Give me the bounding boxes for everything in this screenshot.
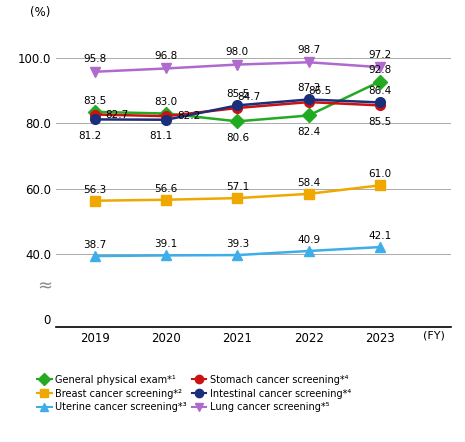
Text: 83.5: 83.5 — [83, 96, 106, 106]
Text: 80.6: 80.6 — [226, 133, 249, 143]
Text: 97.2: 97.2 — [368, 50, 392, 60]
Text: 81.2: 81.2 — [78, 131, 101, 141]
Text: 82.2: 82.2 — [177, 111, 200, 121]
Text: 87.3: 87.3 — [297, 84, 320, 93]
Text: 81.1: 81.1 — [149, 131, 172, 141]
Text: 57.1: 57.1 — [226, 182, 249, 192]
Text: 61.0: 61.0 — [368, 169, 392, 179]
Text: (FY): (FY) — [423, 331, 445, 341]
Text: 84.7: 84.7 — [237, 92, 260, 102]
Legend: General physical exam*¹, Breast cancer screening*², Uterine cancer screening*³, : General physical exam*¹, Breast cancer s… — [37, 375, 352, 412]
Text: 83.0: 83.0 — [155, 97, 178, 107]
Text: 39.1: 39.1 — [154, 239, 178, 249]
Text: 39.3: 39.3 — [226, 239, 249, 249]
Text: 56.3: 56.3 — [83, 185, 106, 194]
Text: 58.4: 58.4 — [297, 178, 320, 188]
Text: ≈: ≈ — [38, 278, 53, 296]
Text: 42.1: 42.1 — [368, 231, 392, 241]
Text: 92.8: 92.8 — [368, 65, 392, 76]
Text: 86.5: 86.5 — [308, 86, 332, 96]
Text: 85.5: 85.5 — [368, 117, 392, 127]
Text: 98.7: 98.7 — [297, 45, 320, 55]
Text: 86.4: 86.4 — [368, 86, 392, 96]
Text: 96.8: 96.8 — [154, 51, 178, 61]
Text: 82.7: 82.7 — [106, 110, 129, 119]
Text: 38.7: 38.7 — [83, 240, 106, 250]
Text: 82.4: 82.4 — [297, 127, 320, 137]
Text: (%): (%) — [30, 6, 51, 19]
Text: 95.8: 95.8 — [83, 54, 106, 64]
Text: 56.6: 56.6 — [154, 183, 178, 194]
Text: 85.5: 85.5 — [226, 89, 249, 99]
Text: 98.0: 98.0 — [226, 47, 249, 57]
Text: 40.9: 40.9 — [297, 235, 320, 245]
